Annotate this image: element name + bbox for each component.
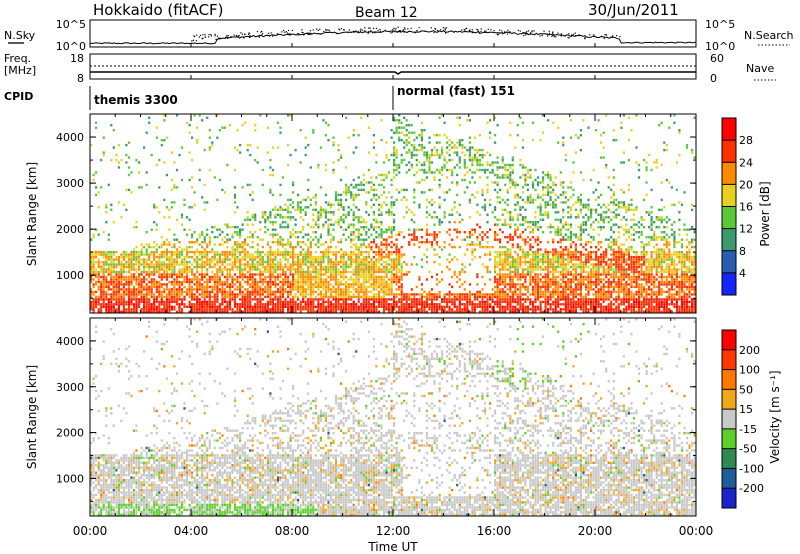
velocity-colorbar-label: -100 [739,462,764,475]
station-title: Hokkaido (fitACF) [93,1,224,19]
freq-tick-top: 18 [70,52,84,65]
power-colorbar-label: 4 [739,267,746,280]
x-tick-label: 00:00 [679,524,714,538]
velocity-yaxis: 1000 2000 3000 4000 [56,335,696,502]
x-tick-label: 00:00 [73,524,108,538]
freq-label: Freq. [4,52,31,65]
power-panel: 1000 2000 3000 4000 Slant Range [km] 4 8 12 16… [25,113,772,314]
y-tick-label: 4000 [56,131,84,144]
velocity-colorbar-label: 100 [739,364,760,377]
power-colorbar-title: Power [dB] [758,181,772,246]
freq-tick-bottom: 8 [77,72,84,85]
power-ylabel: Slant Range [km] [25,162,39,266]
colorbar-swatch [722,468,736,489]
nsky-tick-top: 10^5 [56,18,86,31]
colorbar-swatch [722,488,736,509]
colorbar-swatch [722,250,736,274]
power-colorbar-label: 16 [739,201,753,214]
velocity-colorbar: 200 100 50 15 -15 -50 -100 -200 [721,329,764,509]
time-axis: 00:00 04:00 08:00 12:00 16:00 20:00 00:00 [73,43,714,538]
beam-title: Beam 12 [355,5,418,21]
nave-tick-bottom: 0 [710,72,717,85]
nsky-panel: N.Sky 10^5 10^0 10^5 10^0 N.Search [4,18,794,53]
y-tick-label: 3000 [56,177,84,190]
nsearch-tick-bottom: 10^0 [705,40,735,53]
date-title: 30/Jun/2011 [588,1,679,19]
x-tick-label: 20:00 [578,524,613,538]
velocity-panel: 1000 2000 3000 4000 Slant Range [km] 200 100… [25,317,782,517]
x-tick-label: 04:00 [174,524,209,538]
x-tick-label: 08:00 [275,524,310,538]
cpid-mode-2: normal (fast) 151 [397,84,515,98]
power-yaxis: 1000 2000 3000 4000 [56,131,696,299]
y-tick-label: 3000 [56,381,84,394]
power-colorbar-label: 20 [739,178,753,191]
velocity-colorbar-label: 200 [739,344,760,357]
velocity-colorbar-label: -15 [739,423,757,436]
time-axis-label: Time UT [367,540,418,554]
velocity-colorbar-title: Velocity [m s⁻¹] [768,370,782,463]
colorbar-swatch [722,272,736,296]
power-colorbar: 4 8 12 16 20 24 28 [721,117,753,296]
colorbar-swatch [722,206,736,230]
power-colorbar-label: 28 [739,134,753,147]
nave-label: Nave [746,62,774,75]
freq-trace [90,71,696,75]
cpid-mode-1: themis 3300 [94,93,178,107]
colorbar-swatch [722,140,736,163]
colorbar-swatch [722,448,736,469]
velocity-ylabel: Slant Range [km] [25,365,39,469]
colorbar-swatch [722,409,736,430]
power-data [90,114,696,313]
colorbar-swatch [722,118,736,141]
colorbar-swatch [722,369,736,390]
colorbar-swatch [722,428,736,450]
nave-tick-top: 60 [710,52,724,65]
colorbar-swatch [722,389,736,410]
colorbar-swatch [722,184,736,207]
velocity-colorbar-label: -50 [739,443,757,456]
nsky-label: N.Sky [4,29,36,42]
colorbar-swatch [722,330,736,351]
power-colorbar-label: 24 [739,156,753,169]
y-tick-label: 2000 [56,223,84,236]
velocity-colorbar-label: -200 [739,482,764,495]
nsearch-label: N.Search [744,29,794,42]
y-tick-label: 1000 [56,472,84,485]
cpid-label: CPID [4,90,33,103]
freq-panel: Freq. [MHz] 18 8 60 0 Nave [4,52,776,85]
colorbar-swatch [722,228,736,252]
x-tick-label: 16:00 [477,524,512,538]
colorbar-swatch [722,349,736,371]
power-colorbar-label: 12 [739,223,753,236]
x-tick-label: 12:00 [376,524,411,538]
freq-unit: [MHz] [4,64,36,77]
colorbar-swatch [722,162,736,185]
velocity-colorbar-label: 50 [739,383,753,396]
power-colorbar-label: 8 [739,245,746,258]
y-tick-label: 4000 [56,335,84,348]
nsearch-trace [191,26,621,42]
y-tick-label: 2000 [56,427,84,440]
nsearch-tick-top: 10^5 [705,18,735,31]
y-tick-label: 1000 [56,269,84,282]
nsky-trace [89,30,697,45]
velocity-data [90,318,696,516]
cpid-panel: CPID themis 3300 normal (fast) 151 [4,84,515,110]
nsky-tick-bottom: 10^0 [56,40,86,53]
velocity-colorbar-label: 15 [739,403,753,416]
